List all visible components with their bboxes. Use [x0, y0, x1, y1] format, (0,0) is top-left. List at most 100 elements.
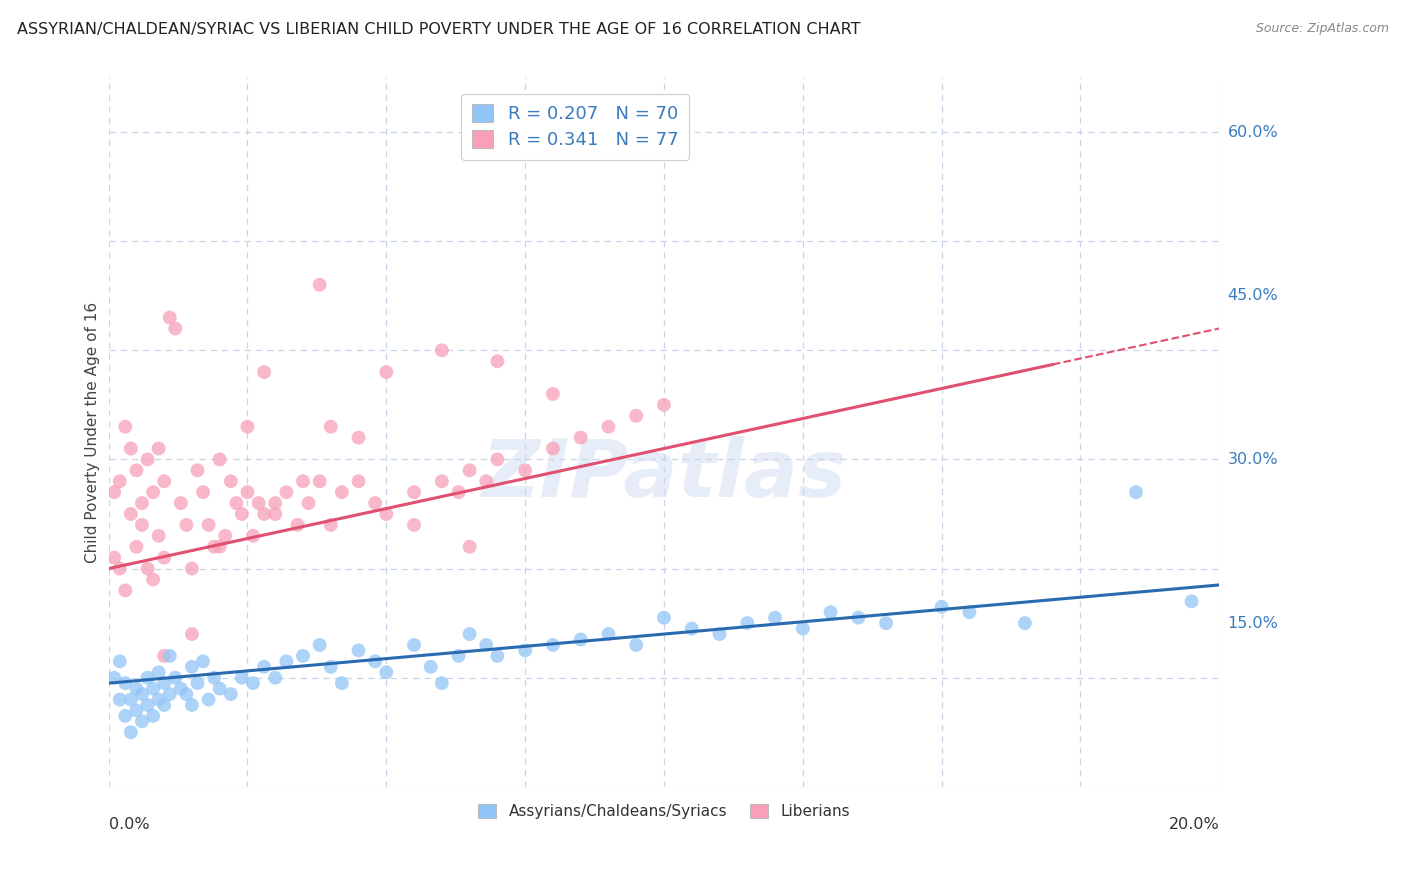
Text: ZIPatlas: ZIPatlas [481, 435, 846, 514]
Point [430, 475, 453, 489]
Point [1014, 616, 1036, 631]
Point [120, 692, 142, 706]
Point [191, 654, 214, 668]
Point [247, 496, 270, 510]
Point [931, 599, 953, 614]
Point [120, 507, 142, 521]
Point [276, 654, 298, 668]
Point [148, 692, 170, 706]
Point [430, 343, 453, 358]
Text: 0.0%: 0.0% [108, 817, 149, 832]
Point [125, 681, 148, 696]
Point [108, 654, 131, 668]
Text: ASSYRIAN/CHALDEAN/SYRIAC VS LIBERIAN CHILD POVERTY UNDER THE AGE OF 16 CORRELATI: ASSYRIAN/CHALDEAN/SYRIAC VS LIBERIAN CHI… [17, 22, 860, 37]
Point [131, 517, 153, 532]
Text: 20.0%: 20.0% [1168, 817, 1219, 832]
Point [225, 496, 247, 510]
Point [114, 419, 136, 434]
Point [513, 463, 536, 477]
Point [131, 687, 153, 701]
Point [197, 517, 219, 532]
Point [202, 540, 225, 554]
Point [541, 387, 564, 401]
Point [181, 627, 204, 641]
Point [419, 660, 441, 674]
Point [364, 654, 387, 668]
Point [125, 540, 148, 554]
Point [120, 725, 142, 739]
Point [375, 365, 398, 379]
Point [214, 529, 236, 543]
Point [475, 638, 498, 652]
Point [458, 463, 481, 477]
Point [264, 496, 287, 510]
Point [364, 496, 387, 510]
Point [735, 616, 758, 631]
Point [486, 354, 509, 368]
Point [475, 475, 498, 489]
Point [153, 648, 176, 663]
Point [103, 485, 125, 500]
Point [125, 463, 148, 477]
Point [308, 277, 330, 292]
Point [709, 627, 731, 641]
Point [131, 496, 153, 510]
Point [447, 648, 470, 663]
Point [598, 419, 620, 434]
Point [103, 671, 125, 685]
Point [308, 475, 330, 489]
Point [292, 648, 315, 663]
Point [108, 561, 131, 575]
Point [219, 475, 242, 489]
Point [430, 676, 453, 690]
Point [114, 709, 136, 723]
Point [153, 550, 176, 565]
Point [120, 442, 142, 456]
Point [108, 475, 131, 489]
Point [404, 517, 426, 532]
Point [153, 475, 176, 489]
Point [292, 475, 315, 489]
Point [159, 648, 181, 663]
Point [236, 419, 259, 434]
Point [153, 676, 176, 690]
Point [486, 452, 509, 467]
Point [125, 703, 148, 717]
Point [186, 676, 208, 690]
Point [231, 507, 253, 521]
Text: 60.0%: 60.0% [1227, 125, 1278, 139]
Point [330, 676, 353, 690]
Point [208, 681, 231, 696]
Point [159, 310, 181, 325]
Point [148, 665, 170, 680]
Point [598, 627, 620, 641]
Point [598, 125, 620, 139]
Point [820, 605, 842, 619]
Point [136, 698, 159, 712]
Legend: Assyrians/Chaldeans/Syriacs, Liberians: Assyrians/Chaldeans/Syriacs, Liberians [472, 797, 856, 825]
Point [458, 627, 481, 641]
Point [142, 485, 165, 500]
Point [136, 452, 159, 467]
Point [191, 485, 214, 500]
Point [792, 622, 814, 636]
Point [108, 692, 131, 706]
Point [114, 583, 136, 598]
Point [287, 517, 309, 532]
Point [347, 475, 370, 489]
Point [114, 676, 136, 690]
Y-axis label: Child Poverty Under the Age of 16: Child Poverty Under the Age of 16 [86, 301, 100, 563]
Point [181, 561, 204, 575]
Point [159, 687, 181, 701]
Text: 45.0%: 45.0% [1227, 288, 1278, 303]
Point [176, 517, 198, 532]
Point [208, 540, 231, 554]
Point [148, 529, 170, 543]
Point [165, 671, 187, 685]
Point [264, 671, 287, 685]
Point [330, 485, 353, 500]
Point [319, 660, 342, 674]
Point [541, 442, 564, 456]
Point [347, 643, 370, 657]
Text: Source: ZipAtlas.com: Source: ZipAtlas.com [1256, 22, 1389, 36]
